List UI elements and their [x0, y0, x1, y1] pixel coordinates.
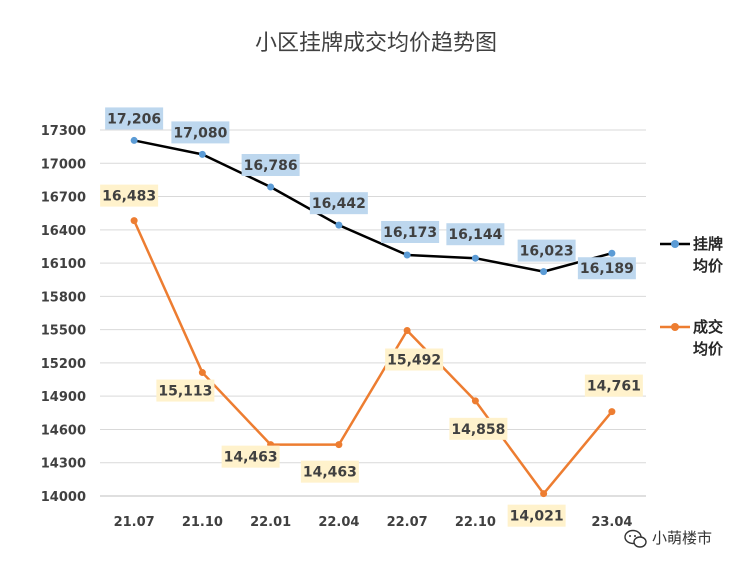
data-point: [540, 268, 548, 276]
data-point: [403, 251, 411, 259]
y-tick-label: 17300: [41, 124, 86, 139]
x-tick-label: 21.10: [182, 515, 223, 530]
chart-title: 小区挂牌成交均价趋势图: [255, 31, 497, 56]
data-point: [608, 408, 616, 416]
data-label: 14,858: [451, 422, 505, 438]
legend-label-listing-1: 挂牌: [693, 235, 723, 253]
data-label-background: [105, 107, 164, 130]
data-point: [335, 441, 343, 449]
data-label-background: [584, 374, 643, 397]
data-label: 16,189: [580, 261, 634, 277]
data-label: 16,442: [312, 196, 366, 212]
data-point: [198, 150, 206, 158]
data-point: [471, 397, 479, 405]
data-label-background: [100, 184, 159, 207]
x-tick-label: 22.10: [455, 515, 496, 530]
data-point: [130, 136, 138, 144]
data-label: 16,173: [383, 225, 437, 241]
data-label: 17,206: [107, 111, 161, 127]
data-label-background: [507, 504, 566, 527]
data-point: [540, 490, 548, 498]
data-point: [608, 249, 616, 257]
data-point: [335, 221, 343, 229]
legend-label-transaction-2: 均价: [693, 340, 724, 358]
y-tick-label: 14000: [41, 490, 86, 505]
data-point: [198, 369, 206, 377]
series-line-0: [133, 139, 613, 273]
data-label: 15,492: [387, 353, 441, 369]
y-tick-label: 14900: [41, 390, 86, 405]
data-point: [130, 217, 138, 225]
data-labels: 17,206 17,080 16,786 16,442 16,173 16,144 16,0…: [100, 107, 643, 527]
data-label-background: [300, 460, 359, 483]
y-tick-label: 14600: [41, 423, 86, 438]
y-tick-label: 16100: [41, 257, 86, 272]
data-label-background: [241, 154, 300, 177]
data-label-background: [221, 445, 280, 468]
data-label-background: [449, 417, 508, 440]
data-label: 16,023: [520, 244, 574, 260]
data-label: 17,080: [173, 125, 227, 141]
data-label-background: [381, 220, 440, 243]
legend-label-listing-2: 均价: [693, 257, 724, 275]
legend-item-transaction: 成交 均价: [660, 318, 724, 358]
y-tick-label: 17000: [41, 157, 86, 172]
data-point: [267, 183, 275, 191]
watermark-text: 小萌楼市: [652, 529, 712, 547]
legend-marker-transaction: [671, 323, 679, 331]
data-label: 16,483: [102, 189, 156, 205]
data-label: 14,463: [303, 465, 357, 481]
y-axis: 17300 17000 16700 16400 16100 15800 15500 15200…: [41, 124, 86, 505]
data-label: 14,021: [510, 509, 564, 525]
data-label: 14,463: [224, 450, 278, 466]
data-point: [471, 254, 479, 262]
x-tick-label: 22.01: [250, 515, 291, 530]
y-tick-label: 16700: [41, 191, 86, 206]
data-label-background: [446, 223, 505, 246]
data-label-background: [385, 348, 444, 371]
y-tick-label: 16400: [41, 224, 86, 239]
data-label-background: [171, 121, 230, 144]
x-tick-label: 23.04: [591, 515, 632, 530]
data-label-background: [156, 379, 215, 402]
x-tick-label: 22.04: [318, 515, 359, 530]
data-label: 14,761: [587, 379, 641, 395]
data-point: [403, 327, 411, 335]
x-tick-label: 22.07: [387, 515, 428, 530]
wechat-icon: [624, 529, 647, 548]
y-tick-label: 14300: [41, 457, 86, 472]
x-tick-label: 21.07: [114, 515, 155, 530]
watermark: 小萌楼市: [624, 529, 712, 548]
legend-marker-listing: [671, 240, 679, 248]
y-tick-label: 15500: [41, 324, 86, 339]
data-label-background: [517, 239, 576, 262]
legend: 挂牌 均价 成交 均价: [660, 235, 724, 358]
data-label: 16,786: [244, 158, 298, 174]
legend-label-transaction-1: 成交: [693, 318, 723, 336]
data-label: 15,113: [158, 384, 212, 400]
y-tick-label: 15200: [41, 357, 86, 372]
data-label-background: [309, 192, 368, 215]
y-tick-label: 15800: [41, 290, 86, 305]
data-label: 16,144: [448, 227, 502, 243]
grid: [100, 129, 646, 497]
legend-item-listing: 挂牌 均价: [660, 235, 724, 275]
data-label-background: [577, 257, 636, 280]
